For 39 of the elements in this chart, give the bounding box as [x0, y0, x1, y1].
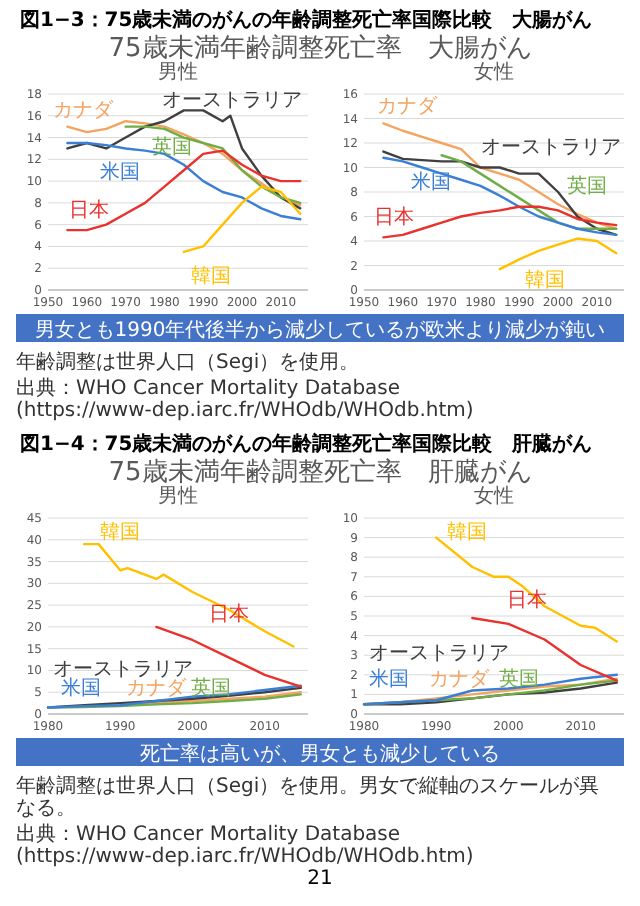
- series-label: 米国: [369, 666, 410, 691]
- series-label: 英国: [499, 666, 540, 691]
- line-series: [46, 693, 302, 709]
- series-label: 英国: [566, 174, 607, 198]
- chart-title: 男性: [158, 60, 198, 84]
- series-label: 韓国: [191, 264, 231, 289]
- series-label: 米国: [100, 160, 140, 185]
- text: 75歳未満年齢調整死亡率 大腸がん: [108, 32, 532, 64]
- line-series: [498, 237, 618, 271]
- text: 75歳未満年齢調整死亡率 肝臓がん: [108, 456, 532, 488]
- chart-title: 女性: [474, 60, 514, 84]
- series-label: カナダ: [429, 666, 491, 691]
- text: 男女とも1990年代後半から減少しているが欧米より減少が鈍い: [34, 318, 606, 342]
- series-label: カナダ: [377, 93, 439, 118]
- series-label: オーストラリア: [162, 89, 303, 112]
- series-label: オーストラリア: [481, 136, 621, 159]
- line-series: [82, 542, 295, 648]
- series-label: 韓国: [525, 268, 566, 293]
- caption: 図1−4：75歳未満のがんの年齢調整死亡率国際比較 肝臓がん: [20, 432, 593, 456]
- chart-title: 男性: [158, 484, 198, 508]
- text: 年齢調整は世界人口（Segi）を使用。男女で縦軸のスケールが異なる。: [16, 774, 600, 820]
- text: 死亡率は高いが、男女とも減少している: [140, 742, 500, 766]
- chart-title: 女性: [474, 484, 514, 508]
- text: 21: [307, 868, 333, 890]
- line-series: [124, 125, 302, 205]
- line-series: [182, 185, 302, 254]
- series-label: カナダ: [126, 676, 188, 701]
- caption: 図1−3：75歳未満のがんの年齢調整死亡率国際比較 大腸がん: [20, 8, 593, 32]
- series-label: 日本: [68, 197, 109, 222]
- source-note: 出典：WHO Cancer Mortality Database (https://www-dep.iarc.fr/WHOdb/WHOdb.htm): [16, 822, 474, 868]
- series-label: オーストラリア: [369, 643, 510, 666]
- series-label: 韓国: [447, 519, 488, 544]
- source-note: 出典：WHO Cancer Mortality Database (https://www-dep.iarc.fr/WHOdb/WHOdb.htm): [16, 376, 474, 422]
- series-label: 韓国: [100, 519, 140, 544]
- series-label: 米国: [61, 676, 101, 701]
- series-label: 日本: [374, 205, 415, 230]
- series-label: カナダ: [53, 97, 116, 122]
- series-label: 米国: [410, 170, 451, 195]
- text: 年齢調整は世界人口（Segi）を使用。: [16, 350, 360, 374]
